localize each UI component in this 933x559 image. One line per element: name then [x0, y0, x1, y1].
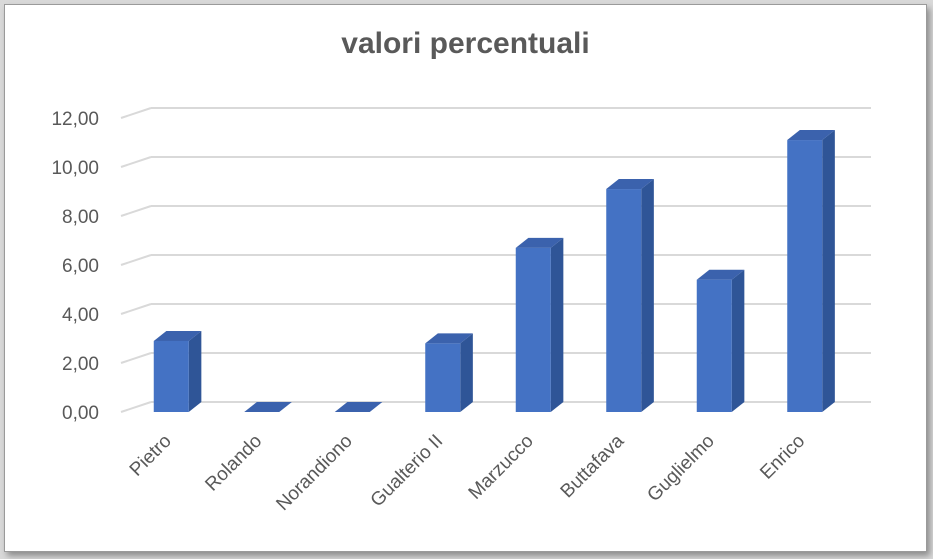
bar-top: [787, 130, 835, 141]
gridline-depth: [120, 401, 152, 413]
chart-frame: valori percentuali 0,00 2,00 4,00 6,00 8,00 1…: [4, 4, 927, 552]
x-tick-label: Buttafava: [557, 430, 629, 502]
gridline-depth: [120, 205, 152, 217]
y-tick-label: 12,00: [51, 109, 99, 130]
bar-top: [153, 330, 202, 341]
x-tick-label: Guglielmo: [643, 431, 718, 506]
y-tick-label: 2,00: [62, 354, 99, 375]
bar: [696, 269, 745, 412]
bar-front: [515, 247, 551, 412]
gridline-depth: [120, 107, 152, 119]
x-tick-label: Marzucco: [465, 431, 538, 504]
bar: [606, 179, 654, 412]
bar-side: [188, 330, 202, 412]
gridline-depth: [120, 352, 152, 364]
x-axis-ticks: Pietro Rolando Norandiono Gualterio II Marzu…: [126, 430, 809, 515]
bar-side: [731, 269, 745, 412]
bar-front: [787, 140, 823, 413]
bar: [787, 130, 835, 413]
bar-front: [606, 189, 642, 412]
gridlines: [120, 107, 871, 413]
y-tick-label: 10,00: [51, 158, 99, 179]
x-tick-label: Pietro: [126, 431, 176, 481]
bar-front: [425, 343, 461, 412]
x-tick-label: Enrico: [756, 431, 809, 484]
chart-title: valori percentuali: [341, 27, 590, 60]
y-tick-label: 4,00: [62, 305, 99, 326]
bar-top: [606, 179, 654, 190]
gridline-depth: [120, 156, 152, 168]
bar: [425, 333, 473, 412]
bar-top: [334, 402, 383, 412]
bar-top: [696, 269, 745, 280]
bar-top: [244, 402, 292, 412]
bar: [515, 237, 564, 412]
bar-front: [153, 340, 189, 412]
x-tick-label: Gualterio II: [367, 431, 448, 512]
y-tick-label: 0,00: [62, 403, 99, 424]
bar: [334, 402, 383, 412]
bar-top: [425, 333, 473, 344]
y-tick-label: 8,00: [62, 207, 99, 228]
bar: [153, 330, 202, 412]
gridline-depth: [120, 254, 152, 266]
bar-top: [515, 237, 564, 248]
bar-side: [550, 237, 564, 412]
bar-front: [696, 279, 732, 412]
bar-side: [641, 179, 654, 412]
x-tick-label: Norandiono: [272, 431, 356, 515]
y-tick-label: 6,00: [62, 256, 99, 277]
bar: [244, 402, 292, 412]
bars: [153, 130, 835, 413]
x-tick-label: Rolando: [201, 431, 266, 496]
y-axis-ticks: 0,00 2,00 4,00 6,00 8,00 10,00 12,00: [51, 109, 99, 424]
bar-side: [822, 130, 835, 413]
bar-chart: 0,00 2,00 4,00 6,00 8,00 10,00 12,00 Pietro Rol…: [51, 107, 871, 515]
bar-side: [460, 333, 473, 412]
gridline-depth: [120, 303, 152, 315]
